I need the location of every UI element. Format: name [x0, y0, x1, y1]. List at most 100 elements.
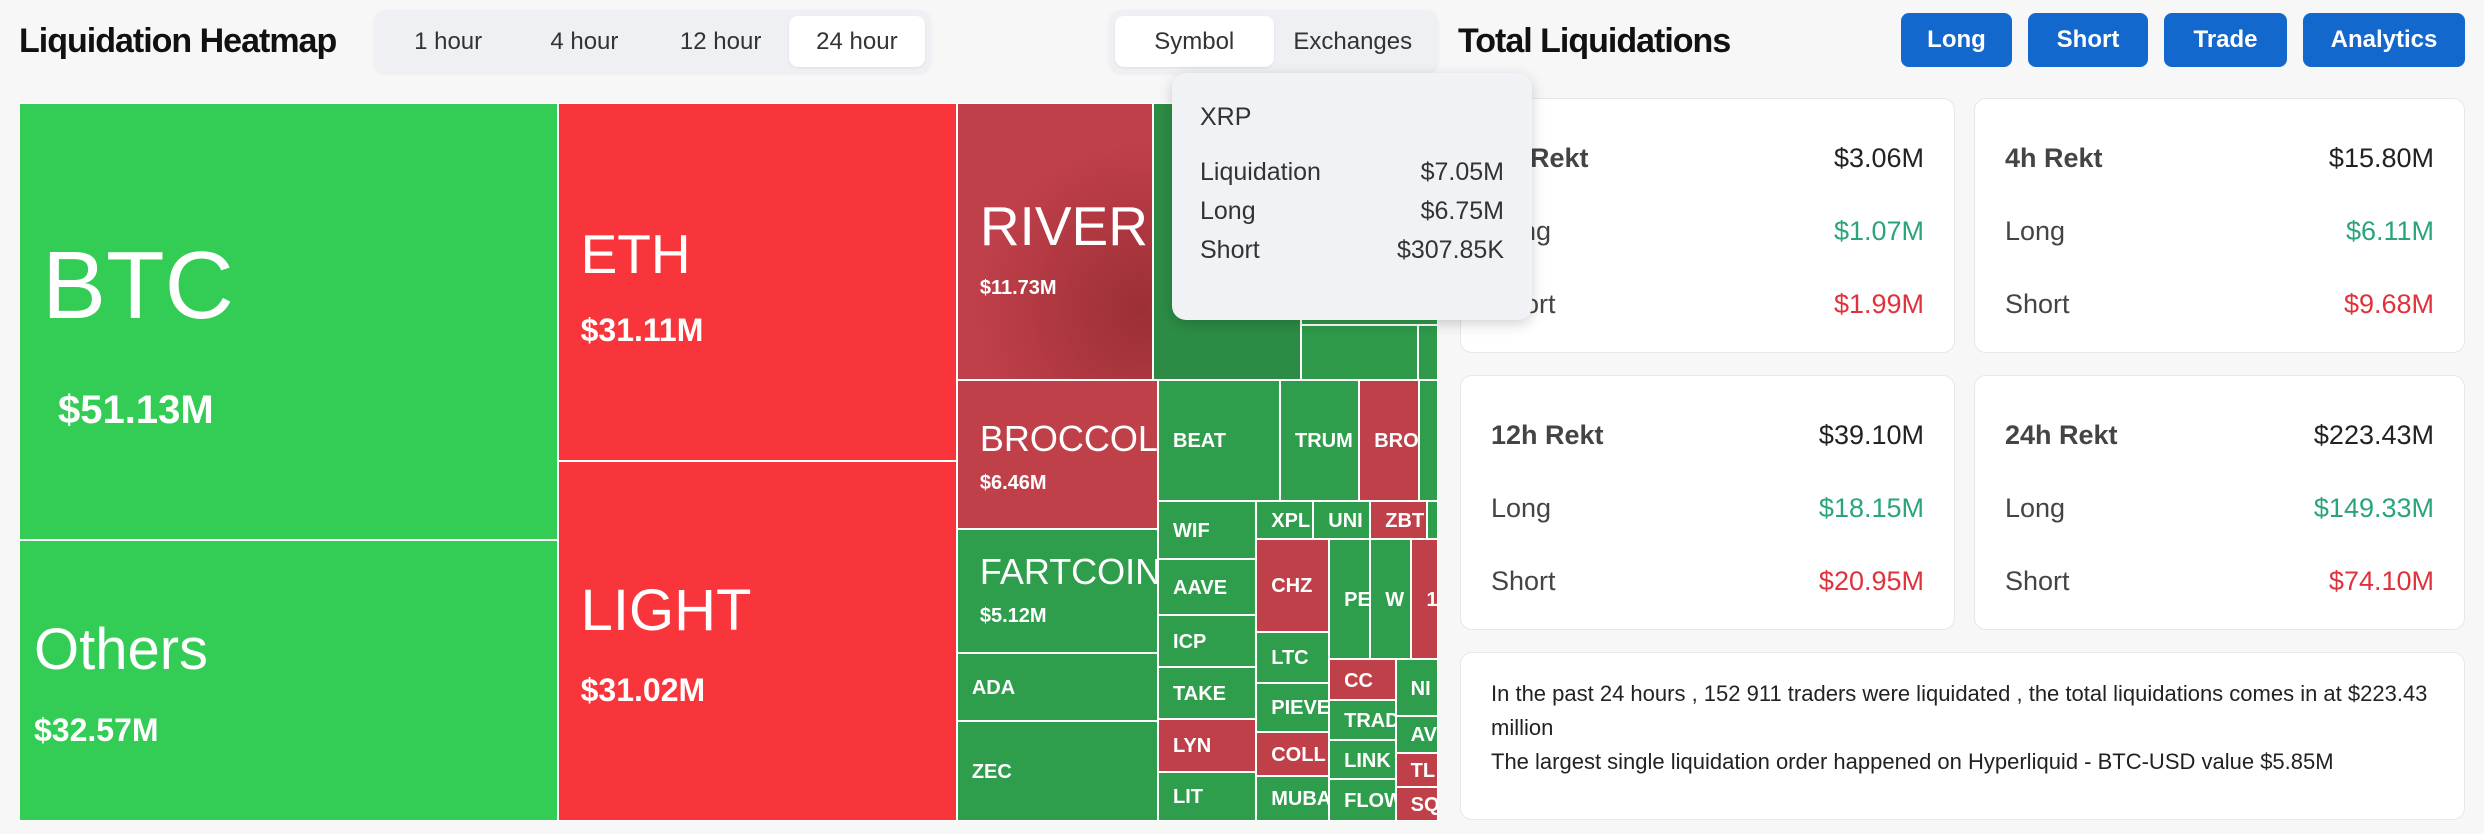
row-label: 4h Rekt [2005, 143, 2103, 173]
treemap-cell[interactable] [1419, 380, 1439, 501]
row-label: Long [2005, 493, 2066, 523]
treemap-cell-btc[interactable]: BTC $51.13M [19, 103, 558, 541]
treemap-cell-pieve[interactable]: PIEVE [1256, 682, 1330, 732]
treemap-cell-av[interactable]: AV [1395, 716, 1439, 753]
total-liquidations-title: Total Liquidations [1458, 22, 1731, 60]
rekt-row-long: Long $18.15M [1491, 493, 1924, 524]
treemap-cell-fartcoin[interactable]: FARTCOIN $5.12M [956, 529, 1159, 653]
treemap-cell-beat[interactable]: BEAT [1158, 380, 1280, 501]
cell-symbol: LIGHT [580, 578, 752, 644]
cell-symbol: W [1385, 588, 1405, 611]
row-label: 12h Rekt [1491, 420, 1604, 450]
short-button[interactable]: Short [2028, 13, 2148, 67]
cell-value: $51.13M [58, 388, 214, 432]
tab-symbol[interactable]: Symbol [1115, 16, 1274, 67]
treemap-cell-river[interactable]: RIVER $11.73M [956, 103, 1154, 381]
treemap-cell-icp[interactable]: ICP [1158, 614, 1257, 667]
tab-1-hour[interactable]: 1 hour [414, 27, 483, 55]
treemap-cell-sq[interactable]: SQ [1395, 787, 1439, 821]
treemap-cell-pe[interactable]: PE [1329, 538, 1371, 660]
rekt-card-4h: 4h Rekt $15.80M Long $6.11M Short $9.68M [1974, 98, 2465, 353]
treemap-cell-1[interactable]: 1 [1411, 538, 1439, 660]
treemap-cell-light[interactable]: LIGHT $31.02M [557, 461, 957, 821]
rekt-row-long: Long$1.07M [1491, 216, 1924, 247]
rekt-row-long: Long $149.33M [2005, 493, 2434, 524]
row-label: Long [1491, 493, 1552, 523]
tab-12-hour[interactable]: 12 hour [679, 27, 762, 55]
rekt-row-head: 1h Rekt $3.06M [1491, 143, 1924, 174]
treemap-cell-ltc[interactable]: LTC [1256, 632, 1330, 683]
treemap-cell-cc[interactable]: CC [1329, 659, 1396, 701]
treemap-cell-trum[interactable]: TRUM [1280, 380, 1360, 501]
cell-symbol: AV [1410, 724, 1437, 747]
cell-symbol: BEAT [1173, 430, 1226, 453]
liquidation-treemap: BTC $51.13M Others $32.57M ETH $31.11M LIGHT $3… [19, 103, 1439, 821]
summary-line-2: The largest single liquidation order hap… [1491, 749, 2334, 774]
treemap-cell[interactable] [1300, 324, 1418, 381]
treemap-cell-link[interactable]: LINK [1329, 739, 1396, 780]
cell-value: $11.73M [979, 277, 1057, 299]
rekt-row-short: Short $9.68M [2005, 289, 2434, 320]
treemap-cell-xpl[interactable]: XPL [1256, 500, 1314, 539]
treemap-cell-w[interactable]: W [1370, 538, 1412, 660]
tab-24-hour[interactable]: 24 hour [788, 16, 925, 67]
cell-symbol: 1 [1426, 588, 1438, 611]
cell-symbol: UNI [1328, 509, 1363, 532]
treemap-cell-bro[interactable]: BRO [1359, 380, 1420, 501]
tab-4-hour[interactable]: 4 hour [550, 27, 619, 55]
cell-symbol: MUBA [1271, 788, 1330, 811]
cell-symbol: TL [1410, 759, 1436, 782]
treemap-cell-lyn[interactable]: LYN [1158, 719, 1257, 772]
treemap-cell-zec[interactable]: ZEC [956, 720, 1159, 821]
cell-symbol: PE [1344, 588, 1371, 611]
row-label: Short [2005, 289, 2070, 319]
row-value: $39.10M [1818, 420, 1924, 450]
treemap-cell-others[interactable]: Others $32.57M [19, 540, 558, 821]
row-value: $15.80M [2328, 143, 2434, 173]
treemap-cell-uni[interactable]: UNI [1313, 500, 1371, 539]
treemap-cell-ada[interactable]: ADA [956, 652, 1159, 721]
tooltip-label: Liquidation [1200, 158, 1321, 186]
treemap-cell-trad[interactable]: TRAD [1329, 700, 1396, 740]
treemap-cell-flow[interactable]: FLOW [1329, 779, 1396, 821]
analytics-button[interactable]: Analytics [2303, 13, 2465, 67]
cell-value: $6.46M [979, 472, 1047, 495]
tooltip-value: $307.85K [1396, 236, 1504, 264]
treemap-cell-eth[interactable]: ETH $31.11M [557, 103, 957, 462]
treemap-cell-tl[interactable]: TL [1395, 752, 1439, 788]
cell-symbol: RIVER [979, 195, 1148, 257]
page-title: Liquidation Heatmap [19, 22, 337, 60]
treemap-cell-aave[interactable]: AAVE [1158, 559, 1257, 615]
cell-symbol: ICP [1173, 630, 1207, 653]
treemap-cell-chz[interactable]: CHZ [1256, 538, 1330, 633]
cell-value: $5.12M [979, 605, 1047, 628]
treemap-cell-broccoli[interactable]: BROCCOLI $6.46M [956, 380, 1159, 530]
time-range-tabs: 1 hour 4 hour 12 hour 24 hour [374, 10, 931, 73]
cell-value: $32.57M [34, 712, 159, 749]
row-label: 24h Rekt [2005, 420, 2118, 450]
treemap-cell-coll[interactable]: COLL [1256, 731, 1330, 777]
treemap-cell[interactable] [1417, 324, 1439, 381]
cell-symbol: LINK [1344, 749, 1391, 772]
row-value: $223.43M [2313, 420, 2434, 450]
cell-symbol: FLOW [1344, 790, 1395, 813]
treemap-cell-lit[interactable]: LIT [1158, 771, 1257, 821]
cell-symbol: AAVE [1173, 576, 1228, 599]
long-button[interactable]: Long [1901, 13, 2012, 67]
cell-symbol: Others [34, 617, 209, 683]
tab-exchanges[interactable]: Exchanges [1293, 27, 1413, 55]
rekt-card-1h: 1h Rekt$3.06M Long$1.07M Short$1.99M [1460, 98, 1955, 353]
cell-symbol: FARTCOIN [979, 550, 1159, 592]
treemap-cell-take[interactable]: TAKE [1158, 666, 1257, 720]
trade-button[interactable]: Trade [2164, 13, 2287, 67]
cell-symbol: LYN [1173, 735, 1212, 758]
treemap-cell[interactable] [1427, 500, 1439, 539]
treemap-cell-muba[interactable]: MUBA [1256, 776, 1330, 821]
treemap-cell-zbt[interactable]: ZBT [1370, 500, 1428, 539]
cell-value: $31.02M [580, 671, 706, 708]
cell-symbol: CC [1344, 669, 1373, 692]
treemap-cell-ni[interactable]: NI [1395, 659, 1439, 717]
rekt-row-short: Short $20.95M [1491, 566, 1924, 597]
rekt-row-short: Short$1.99M [1491, 289, 1924, 320]
treemap-cell-wif[interactable]: WIF [1158, 500, 1257, 560]
